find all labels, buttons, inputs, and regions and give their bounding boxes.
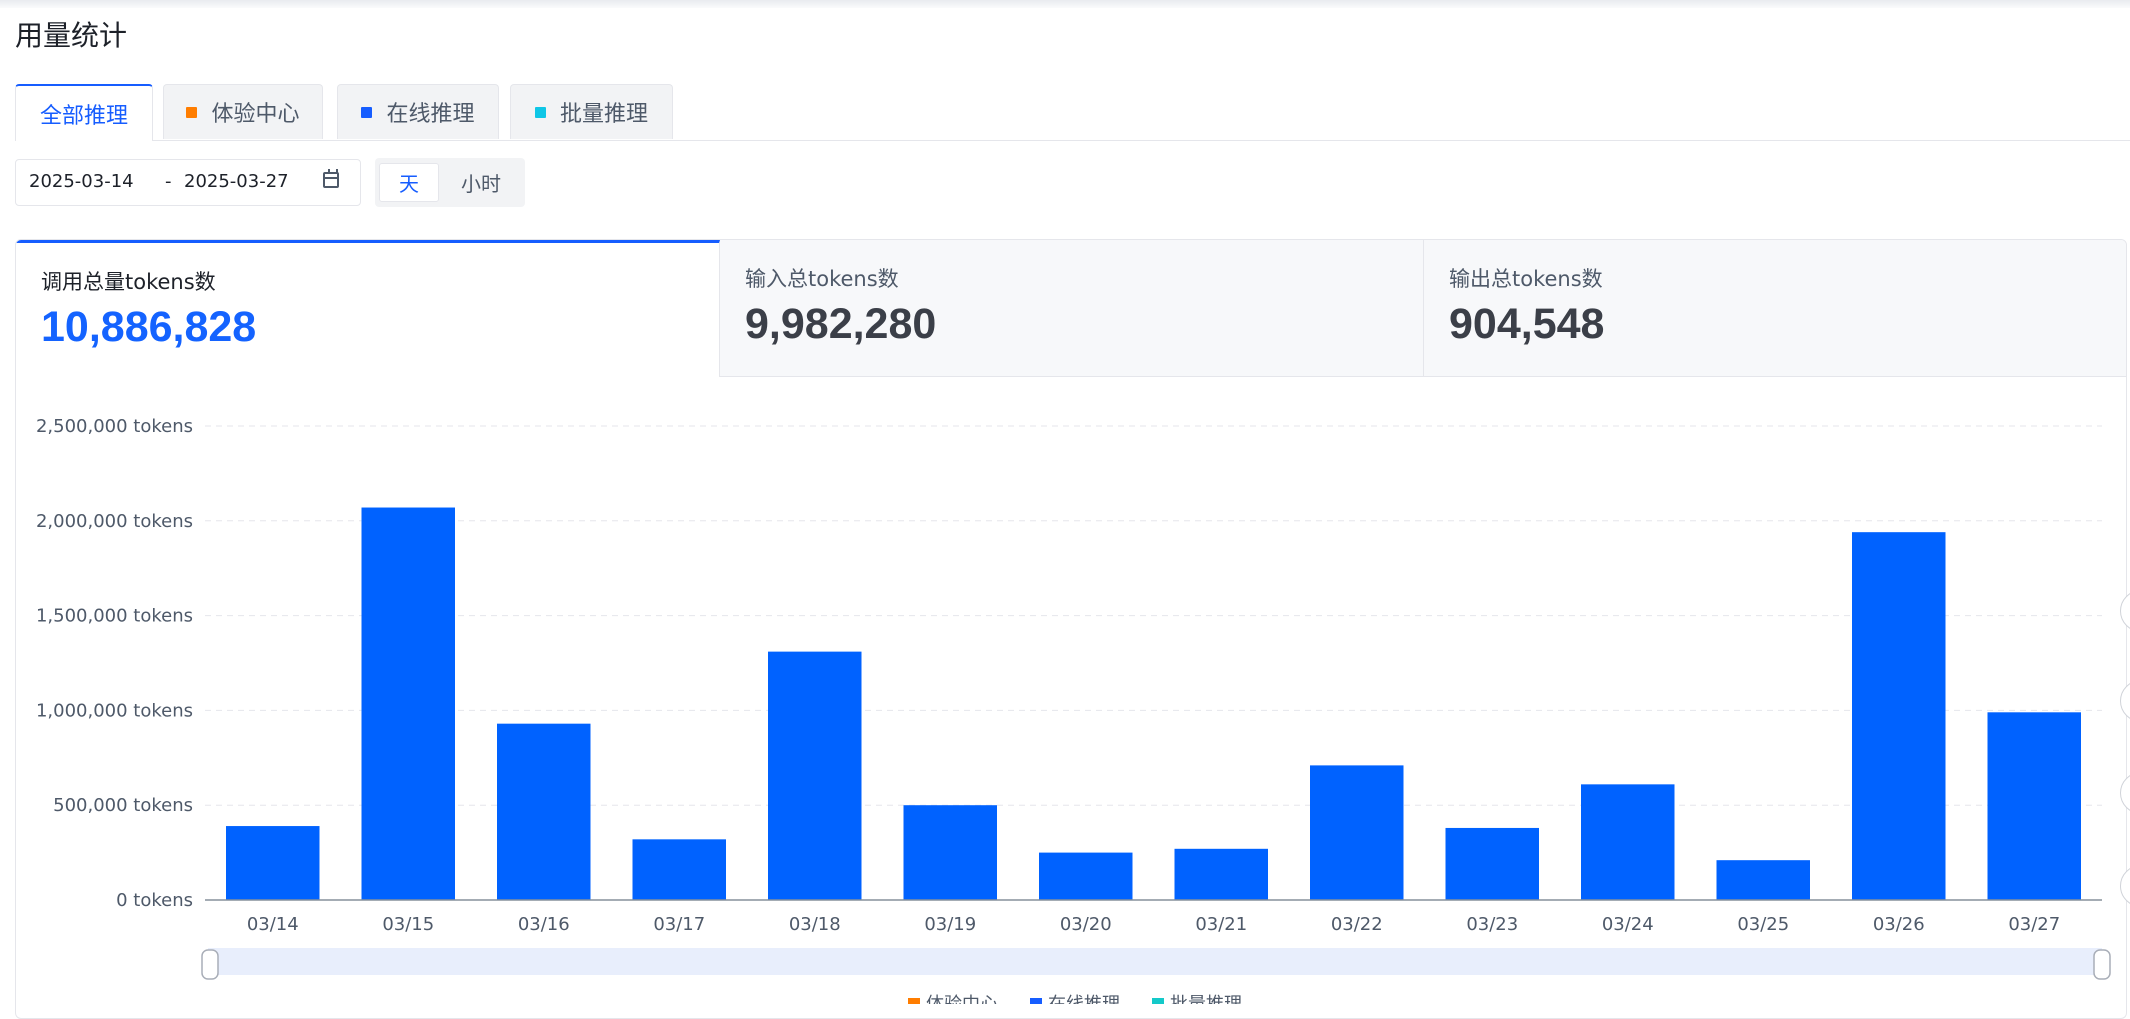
metric-label: 输入总tokens数 [745, 267, 899, 291]
metric-label: 调用总量tokens数 [41, 270, 216, 294]
start-date[interactable]: 2025-03-14 [29, 171, 134, 192]
metric-input-tokens[interactable]: 输入总tokens数 9,982,280 [720, 240, 1424, 377]
legend-swatch [1030, 998, 1042, 1004]
calendar-icon[interactable] [323, 169, 339, 188]
bar[interactable] [226, 826, 320, 900]
bar[interactable] [632, 839, 726, 900]
y-tick-label: 2,000,000 tokens [36, 511, 193, 532]
tab-label: 体验中心 [211, 102, 300, 127]
metric-total-tokens[interactable]: 调用总量tokens数 10,886,828 [16, 240, 720, 377]
x-tick-label: 03/27 [2008, 914, 2060, 935]
tab-online-inference[interactable]: 在线推理 [337, 84, 499, 139]
range-separator: - [165, 171, 172, 192]
tab-label: 全部推理 [39, 103, 128, 129]
x-tick-label: 03/15 [382, 914, 434, 935]
bar[interactable] [768, 651, 862, 900]
bars [226, 507, 2081, 900]
orange-square-icon [186, 106, 198, 118]
x-tick-label: 03/26 [1873, 914, 1925, 935]
metric-value: 10,886,828 [41, 303, 257, 351]
top-shadow-bar [0, 0, 2130, 8]
metric-output-tokens[interactable]: 输出总tokens数 904,548 [1424, 240, 2126, 377]
page-title: 用量统计 [15, 19, 128, 52]
x-tick-label: 03/20 [1060, 914, 1112, 935]
bar[interactable] [1445, 827, 1539, 900]
tab-batch-inference[interactable]: 批量推理 [510, 84, 673, 139]
y-tick-label: 2,500,000 tokens [36, 416, 193, 437]
date-range-picker[interactable]: 2025-03-14 - 2025-03-27 [15, 159, 361, 206]
x-axis-ticks: 03/14 03/15 03/16 03/17 03/18 03/19 03/20 03/21… [247, 914, 2060, 935]
cyan-square-icon [534, 106, 546, 118]
legend-item[interactable]: 体验中心 [926, 994, 998, 1004]
metric-value: 9,982,280 [745, 300, 937, 348]
y-tick-label: 0 tokens [116, 890, 193, 911]
legend-swatch [908, 998, 920, 1004]
x-tick-label: 03/17 [653, 914, 705, 935]
y-axis-ticks: 0 tokens 500,000 tokens 1,000,000 tokens 1,… [36, 416, 193, 911]
x-tick-label: 03/14 [247, 914, 299, 935]
x-tick-label: 03/21 [1195, 914, 1247, 935]
tab-all-inference[interactable]: 全部推理 [15, 84, 153, 141]
legend-item[interactable]: 批量推理 [1170, 994, 1242, 1004]
y-tick-label: 1,000,000 tokens [36, 700, 193, 721]
zoom-slider-track[interactable] [208, 948, 2102, 975]
bar[interactable] [1716, 860, 1810, 900]
metric-label: 输出总tokens数 [1449, 267, 1603, 291]
x-tick-label: 03/19 [924, 914, 976, 935]
bar[interactable] [497, 723, 591, 900]
tab-label: 批量推理 [559, 102, 648, 127]
bar[interactable] [1310, 765, 1404, 900]
zoom-slider-handle-right[interactable] [2093, 949, 2111, 980]
x-tick-label: 03/18 [789, 914, 841, 935]
legend-item[interactable]: 在线推理 [1048, 994, 1120, 1004]
grid-lines [205, 425, 2102, 806]
tab-experience-center[interactable]: 体验中心 [163, 84, 323, 139]
chart-legend: 体验中心 在线推理 批量推理 [908, 994, 1242, 1004]
blue-square-icon [361, 106, 373, 118]
granularity-day-button[interactable]: 天 [379, 163, 439, 202]
inference-tabs: 全部推理 体验中心 在线推理 批量推理 [15, 84, 2130, 141]
bar[interactable] [1987, 712, 2081, 900]
y-tick-label: 1,500,000 tokens [36, 606, 193, 627]
bar[interactable] [903, 805, 997, 900]
bar[interactable] [1581, 784, 1675, 900]
bar[interactable] [1039, 852, 1133, 900]
end-date[interactable]: 2025-03-27 [184, 171, 289, 192]
bar[interactable] [1174, 848, 1268, 900]
x-tick-label: 03/16 [518, 914, 570, 935]
metric-value: 904,548 [1449, 300, 1605, 348]
x-tick-label: 03/24 [1602, 914, 1654, 935]
y-tick-label: 500,000 tokens [53, 795, 193, 816]
x-tick-label: 03/23 [1466, 914, 1518, 935]
x-tick-label: 03/22 [1331, 914, 1383, 935]
bar[interactable] [361, 507, 455, 900]
zoom-slider-handle-left[interactable] [201, 949, 219, 980]
bar[interactable] [1852, 532, 1946, 900]
legend-swatch [1152, 998, 1164, 1004]
granularity-toggle: 天 小时 [375, 158, 525, 207]
x-tick-label: 03/25 [1737, 914, 1789, 935]
tab-label: 在线推理 [386, 102, 475, 127]
granularity-hour-button[interactable]: 小时 [461, 172, 501, 196]
